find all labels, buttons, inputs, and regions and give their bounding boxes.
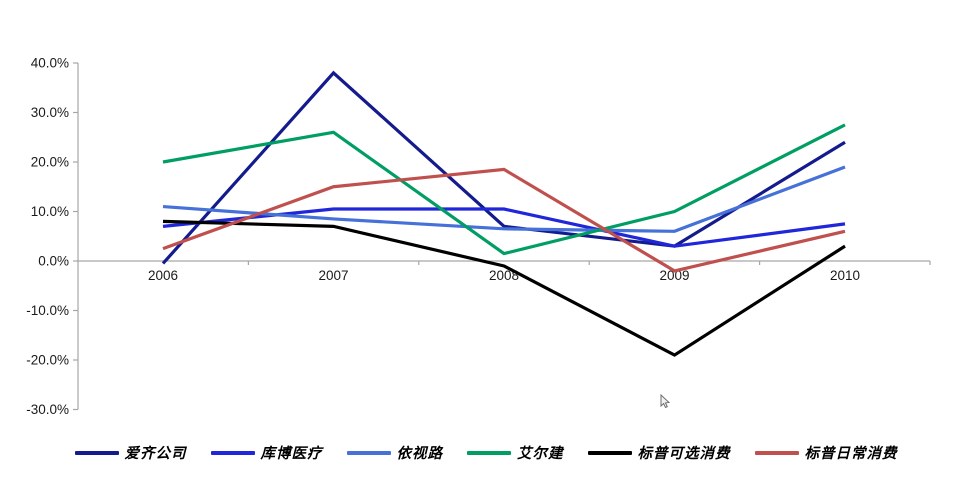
legend-label: 艾尔建	[517, 446, 564, 462]
legend-item-aiqi: 爱齐公司	[74, 442, 187, 463]
chart-legend: 爱齐公司 库博医疗 依视路 艾尔建 标普可选消费 标普日常消费	[0, 442, 972, 463]
x-tick-label: 2010	[830, 268, 860, 283]
y-tick-label: 40.0%	[31, 56, 69, 71]
legend-label: 标普日常消费	[804, 446, 898, 462]
legend-line-swatch	[467, 450, 511, 455]
legend-label: 标普可选消费	[637, 446, 731, 462]
legend-item-aierjian: 艾尔建	[467, 442, 564, 463]
legend-item-sp-discretionary: 标普可选消费	[587, 442, 731, 463]
y-tick-label: 20.0%	[31, 155, 69, 170]
y-tick-label: 30.0%	[31, 105, 69, 120]
y-tick-label: 10.0%	[31, 204, 69, 219]
x-tick-label: 2007	[318, 268, 348, 283]
series-line-4	[162, 219, 846, 357]
y-tick-label: -20.0%	[26, 353, 69, 368]
series-line-3	[162, 123, 846, 256]
y-tick-label: -10.0%	[26, 303, 69, 318]
mouse-cursor-icon	[660, 394, 671, 409]
legend-item-yishilu: 依视路	[346, 442, 444, 463]
legend-line-swatch	[587, 450, 632, 455]
legend-line-swatch	[346, 450, 391, 455]
x-tick-label: 2008	[489, 268, 519, 283]
series-line-2	[162, 165, 846, 233]
series-line-5	[162, 167, 846, 273]
legend-label: 库博医疗	[260, 446, 323, 462]
x-tick-label: 2006	[148, 268, 178, 283]
legend-label: 依视路	[396, 446, 443, 462]
legend-item-kubo: 库博医疗	[210, 442, 323, 463]
legend-line-swatch	[210, 450, 255, 455]
legend-line-swatch	[74, 450, 119, 455]
y-tick-label: 0.0%	[38, 254, 69, 269]
legend-line-swatch	[754, 450, 799, 455]
legend-label: 爱齐公司	[124, 446, 187, 462]
y-tick-label: -30.0%	[26, 402, 69, 417]
legend-item-sp-staples: 标普日常消费	[754, 442, 898, 463]
x-tick-label: 2009	[659, 268, 689, 283]
